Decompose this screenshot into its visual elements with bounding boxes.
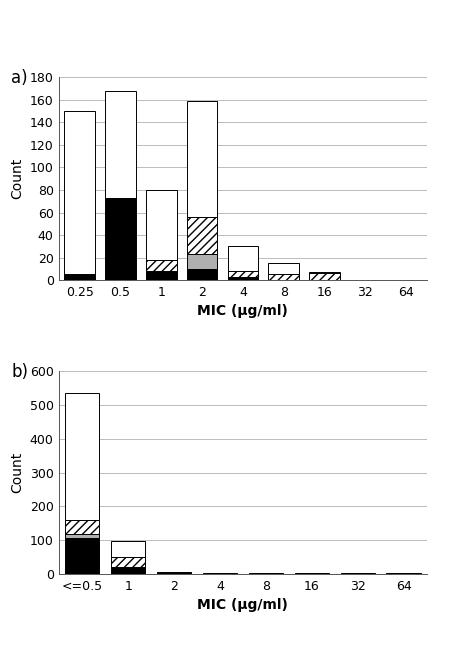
Bar <box>187 101 218 217</box>
Bar <box>105 198 136 280</box>
Bar <box>64 111 95 275</box>
Bar <box>146 260 177 271</box>
Bar <box>268 275 299 280</box>
Bar <box>203 573 237 574</box>
Bar <box>309 273 340 280</box>
Bar <box>228 277 258 280</box>
Text: b): b) <box>11 363 28 381</box>
Bar <box>157 572 191 574</box>
Bar <box>268 263 299 275</box>
Bar <box>111 557 146 568</box>
Bar <box>65 537 100 574</box>
Bar <box>65 533 100 537</box>
Bar <box>187 254 218 269</box>
Bar <box>65 393 100 520</box>
Bar <box>249 573 283 574</box>
Bar <box>386 573 421 574</box>
X-axis label: MIC (μg/ml): MIC (μg/ml) <box>198 304 288 318</box>
Bar <box>64 275 95 280</box>
Bar <box>187 269 218 280</box>
Bar <box>111 568 146 574</box>
Bar <box>187 217 218 254</box>
Bar <box>228 271 258 277</box>
Bar <box>228 246 258 271</box>
Bar <box>146 271 177 280</box>
Y-axis label: Count: Count <box>10 452 24 493</box>
Bar <box>309 272 340 273</box>
Bar <box>65 520 100 533</box>
Bar <box>111 541 146 557</box>
Bar <box>340 573 375 574</box>
X-axis label: MIC (μg/ml): MIC (μg/ml) <box>198 598 288 612</box>
Bar <box>105 91 136 198</box>
Bar <box>294 573 329 574</box>
Text: a): a) <box>11 69 28 87</box>
Bar <box>146 190 177 260</box>
Y-axis label: Count: Count <box>10 158 24 199</box>
